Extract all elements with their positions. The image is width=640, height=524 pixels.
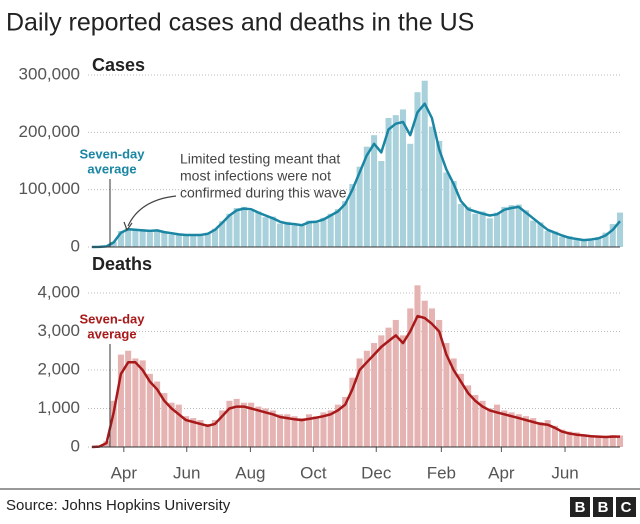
x-tick-label: Dec [361,463,392,482]
bar [494,213,500,247]
bar [320,218,326,247]
bar [306,221,312,247]
bar [378,161,384,247]
bar [335,209,341,247]
bar [458,204,464,247]
bar [487,218,493,247]
bar [443,172,449,247]
bar [407,144,413,247]
bar [530,221,536,247]
bar [299,224,305,247]
bar [197,236,203,247]
bar [190,234,196,247]
x-tick-label: Oct [300,463,327,482]
logo-letter: C [621,499,632,516]
bar [588,241,594,247]
annotation-arrow [128,196,176,226]
y-tick-label: 0 [71,236,80,255]
bar [328,214,334,247]
bar [559,237,565,247]
bar [255,211,261,247]
bar [291,416,297,447]
bar [263,217,269,247]
y-tick-label: 200,000 [19,122,80,141]
bar [132,358,138,447]
bar [371,135,377,247]
y-tick-label: 300,000 [19,64,80,83]
bar [480,211,486,247]
bar [147,232,153,247]
bar [422,301,428,447]
bar [132,230,138,247]
bar [400,109,406,247]
bar [277,414,283,447]
bar [465,207,471,247]
bar [545,231,551,247]
chart-title: Daily reported cases and deaths in the U… [6,9,474,37]
y-tick-label: 0 [71,436,80,455]
bar [277,223,283,247]
x-tick-label: Aug [235,463,265,482]
y-tick-label: 100,000 [19,179,80,198]
annotation-note: Limited testing meant that [180,151,340,167]
bar [291,225,297,247]
bar [537,422,543,447]
bar [255,407,261,447]
bar [205,424,211,447]
line [92,104,620,247]
bar [270,217,276,247]
bar [313,223,319,247]
bar [516,205,522,247]
bar [400,335,406,447]
y-tick-label: 3,000 [37,321,80,340]
bar [472,214,478,247]
annotation-label: average [87,326,136,341]
logo-letter: B [575,499,586,516]
annotation-label: Seven-day [79,146,145,161]
bar [429,308,435,447]
bar [241,403,247,447]
annotation-note: confirmed during this wave [180,185,347,201]
bar [487,409,493,448]
logo-letter: B [598,499,609,516]
annotation-label: average [87,161,136,176]
panel-subtitle: Cases [92,55,145,75]
annotation-note: most infections were not [180,168,331,184]
bar [154,230,160,247]
bar [234,208,240,247]
bar [140,229,146,247]
x-tick-label: Apr [488,463,515,482]
bar [241,207,247,247]
x-tick-label: Jun [173,463,200,482]
bar [161,232,167,247]
y-tick-label: 1,000 [37,398,80,417]
x-tick-label: Feb [427,463,456,482]
bar [183,236,189,247]
bar [574,240,580,247]
bar [263,409,269,448]
y-tick-label: 2,000 [37,359,80,378]
bar [378,335,384,447]
y-tick-label: 4,000 [37,282,80,301]
bar [284,222,290,247]
bar [429,127,435,247]
bar [501,207,507,247]
source: Source: Johns Hopkins University [6,497,231,514]
bar [386,328,392,447]
x-tick-label: Apr [111,463,138,482]
bar [414,285,420,447]
bar [313,416,319,447]
panel-subtitle: Deaths [92,254,152,274]
bar [248,211,254,247]
bar [617,213,623,247]
bar [393,115,399,247]
x-tick-label: Jun [551,463,578,482]
annotation-label: Seven-day [79,311,145,326]
bar [299,418,305,447]
bar [169,234,175,247]
bar [508,205,514,247]
